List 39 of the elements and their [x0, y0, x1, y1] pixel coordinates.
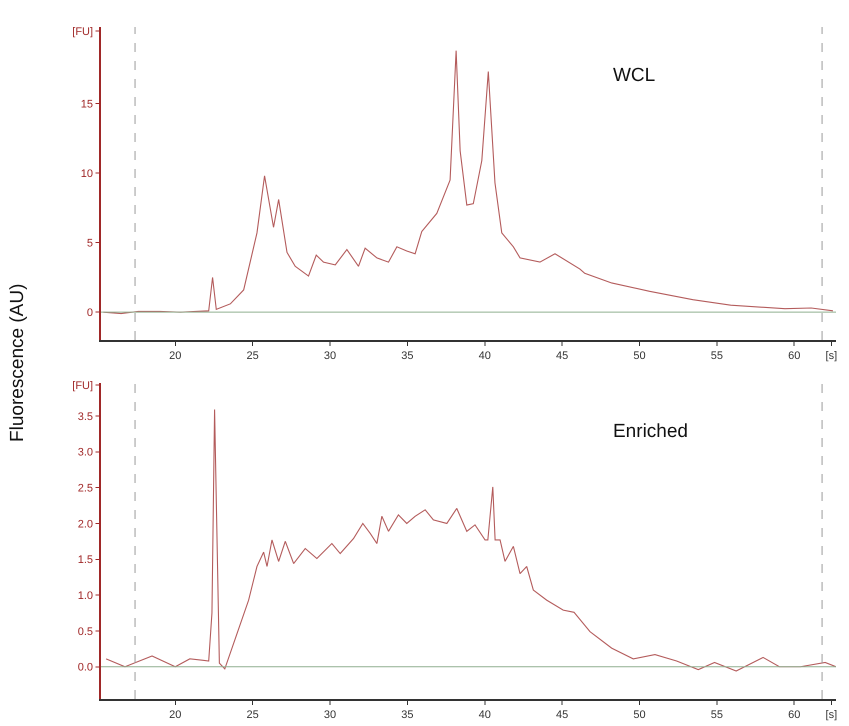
x-tick-label: 40	[478, 708, 491, 721]
line-series	[106, 408, 836, 672]
x-tick-label: 50	[633, 708, 646, 721]
x-tick-label: 20	[169, 350, 182, 362]
annotation: WCL	[613, 65, 656, 86]
y-axis-title: Fluorescence (AU)	[6, 284, 28, 442]
y-tick-label: [FU]	[72, 380, 94, 392]
x-tick-label: 30	[324, 708, 336, 721]
x-tick-label: [s]	[826, 708, 838, 721]
y-tick-label: 0.0	[78, 662, 94, 674]
y-tick-label: 1.0	[78, 590, 94, 602]
x-tick-label: 50	[633, 350, 646, 362]
x-tick-label: 25	[246, 708, 259, 721]
y-tick-label: 10	[80, 168, 94, 180]
x-tick-label: 45	[556, 708, 568, 721]
y-tick-label: [FU]	[72, 26, 94, 38]
x-tick-label: 35	[401, 350, 414, 362]
y-tick-label: 3.0	[78, 446, 94, 459]
x-tick-label: 55	[710, 350, 723, 362]
x-tick-label: 45	[556, 350, 568, 362]
x-tick-label: 35	[401, 708, 414, 721]
y-tick-label: 15	[80, 98, 94, 110]
y-tick-label: 5	[86, 237, 94, 250]
y-tick-label: 1.5	[78, 554, 94, 566]
line-series	[102, 50, 834, 314]
x-tick-label: 25	[246, 350, 259, 362]
annotation: Enriched	[613, 421, 688, 442]
y-tick-label: 3.5	[78, 410, 94, 423]
x-tick-label: 55	[710, 708, 723, 721]
x-tick-label: 20	[169, 708, 182, 721]
x-tick-label: [s]	[826, 350, 838, 362]
y-tick-label: 2.0	[78, 518, 94, 530]
y-tick-label: 0.5	[78, 626, 94, 638]
x-tick-label: 60	[788, 708, 800, 721]
y-tick-label: 2.5	[78, 482, 94, 494]
x-tick-label: 30	[324, 350, 336, 362]
y-tick-label: 0	[86, 307, 94, 320]
x-tick-label: 40	[478, 350, 491, 362]
x-tick-label: 60	[788, 350, 800, 362]
